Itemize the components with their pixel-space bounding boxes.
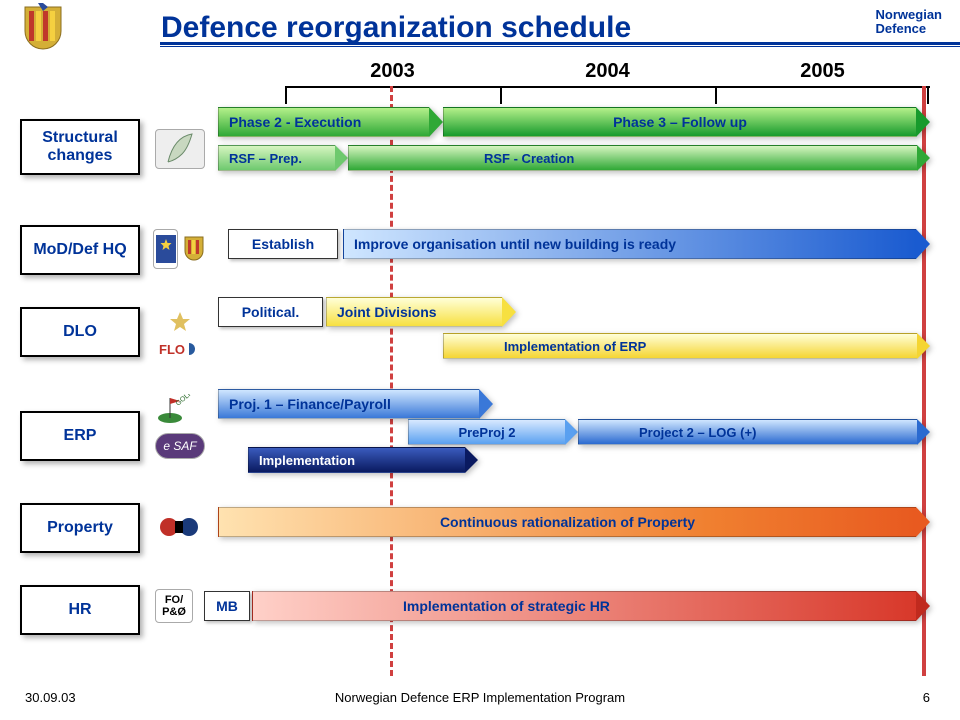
political-box: Political. — [218, 297, 323, 327]
property-icon — [155, 507, 205, 547]
row-label-hr: HR — [20, 585, 140, 635]
footer-page: 6 — [923, 690, 930, 705]
footer-program: Norwegian Defence ERP Implementation Pro… — [0, 690, 960, 705]
row-dlo: DLO FLO Political. Joint Divisions Imple… — [0, 291, 960, 379]
row-label-property: Property — [20, 503, 140, 553]
svg-text:FLO: FLO — [159, 342, 185, 357]
row-label-erp: ERP — [20, 411, 140, 461]
proj1-arrow: Proj. 1 – Finance/Payroll — [218, 389, 493, 419]
header: Defence reorganization schedule Norwegia… — [0, 0, 960, 56]
flo-icon: FLO — [155, 329, 205, 369]
rsf-prep-arrow: RSF – Prep. — [218, 145, 348, 171]
shield-icon — [182, 229, 206, 269]
hr-arrow: Implementation of strategic HR — [252, 591, 930, 621]
header-rule — [160, 42, 960, 45]
row-label-dlo: DLO — [20, 307, 140, 357]
row-structural: Structural changes Phase 2 - Execution P… — [0, 105, 960, 201]
row-erp: ERP GOLF e SAF Proj. 1 – Finance/Payroll… — [0, 385, 960, 481]
brand-label: Norwegian Defence — [876, 8, 942, 37]
erp-impl-arrow: Implementation of ERP — [443, 333, 930, 359]
row-property: Property Continuous rationalization of P… — [0, 487, 960, 565]
mb-box: MB — [204, 591, 250, 621]
row-label-structural: Structural changes — [20, 119, 140, 175]
svg-text:GOLF: GOLF — [175, 394, 194, 408]
esaf-icon: e SAF — [155, 433, 205, 459]
swim-lanes: Structural changes Phase 2 - Execution P… — [0, 105, 960, 655]
footer: 30.09.03 Norwegian Defence ERP Implement… — [0, 690, 960, 710]
flag-icon — [153, 229, 178, 269]
row-mod: MoD/Def HQ Establish Improve organisatio… — [0, 207, 960, 285]
phase2-arrow: Phase 2 - Execution — [218, 107, 443, 137]
improve-arrow: Improve organisation until new building … — [343, 229, 930, 259]
impl-arrow: Implementation — [248, 447, 478, 473]
fo-badge: FO/ P&Ø — [155, 589, 193, 623]
norway-map-icon — [155, 129, 205, 169]
rsf-creation-arrow: RSF - Creation — [348, 145, 930, 171]
proj2-arrow: Project 2 – LOG (+) — [578, 419, 930, 445]
phase3-arrow: Phase 3 – Follow up — [443, 107, 930, 137]
header-rule-thin — [160, 46, 960, 47]
row-hr: HR FO/ P&Ø MB Implementation of strategi… — [0, 571, 960, 649]
golf-icon: GOLF — [155, 393, 197, 425]
preproj2-arrow: PreProj 2 — [408, 419, 578, 445]
timeline-axis — [285, 86, 930, 98]
crest-icon — [15, 0, 71, 56]
joint-div-arrow: Joint Divisions — [326, 297, 516, 327]
row-label-mod: MoD/Def HQ — [20, 225, 140, 275]
page-title: Defence reorganization schedule — [161, 11, 631, 45]
establish-box: Establish — [228, 229, 338, 259]
property-arrow: Continuous rationalization of Property — [218, 507, 930, 537]
